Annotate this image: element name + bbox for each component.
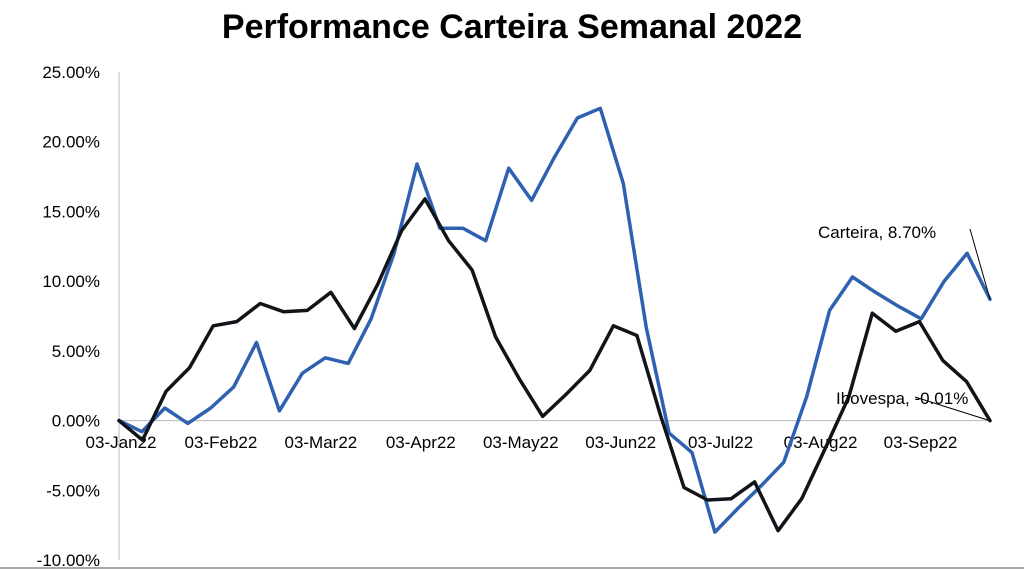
series-line-carteira — [117, 106, 992, 534]
x-tick-label: 03-Jun22 — [585, 433, 656, 452]
x-tick-label: 03-May22 — [483, 433, 559, 452]
series-line-ibovespa — [117, 197, 992, 533]
axes-layer: 25.00% 20.00% 15.00% 10.00% 5.00% 0.00% -5.00%… — [0, 63, 1024, 570]
x-tick-label: 03-Aug22 — [784, 433, 858, 452]
y-tick-label: 0.00% — [52, 412, 100, 431]
leader-line-ibovespa — [914, 396, 991, 422]
leader-line-carteira — [969, 228, 991, 300]
x-tick-label: 03-Apr22 — [386, 433, 456, 452]
x-tick-label: 03-Sep22 — [884, 433, 958, 452]
annotation-layer: Carteira, 8.70% Ibovespa, -0.01% — [818, 223, 991, 422]
x-tick-label: 03-Mar22 — [284, 433, 357, 452]
y-tick-label: 10.00% — [42, 272, 100, 291]
y-tick-label: -5.00% — [46, 481, 100, 500]
data-label-carteira: Carteira, 8.70% — [818, 223, 936, 242]
x-tick-label: 03-Jul22 — [688, 433, 753, 452]
data-label-ibovespa: Ibovespa, -0.01% — [836, 389, 968, 408]
y-tick-label: 5.00% — [52, 342, 100, 361]
x-tick-label: 03-Feb22 — [185, 433, 258, 452]
series-layer — [117, 106, 992, 534]
y-tick-label: 25.00% — [42, 63, 100, 82]
y-tick-label: 15.00% — [42, 202, 100, 221]
y-tick-label: 20.00% — [42, 133, 100, 152]
chart-title: Performance Carteira Semanal 2022 — [221, 8, 803, 46]
y-tick-label: -10.00% — [37, 551, 100, 570]
